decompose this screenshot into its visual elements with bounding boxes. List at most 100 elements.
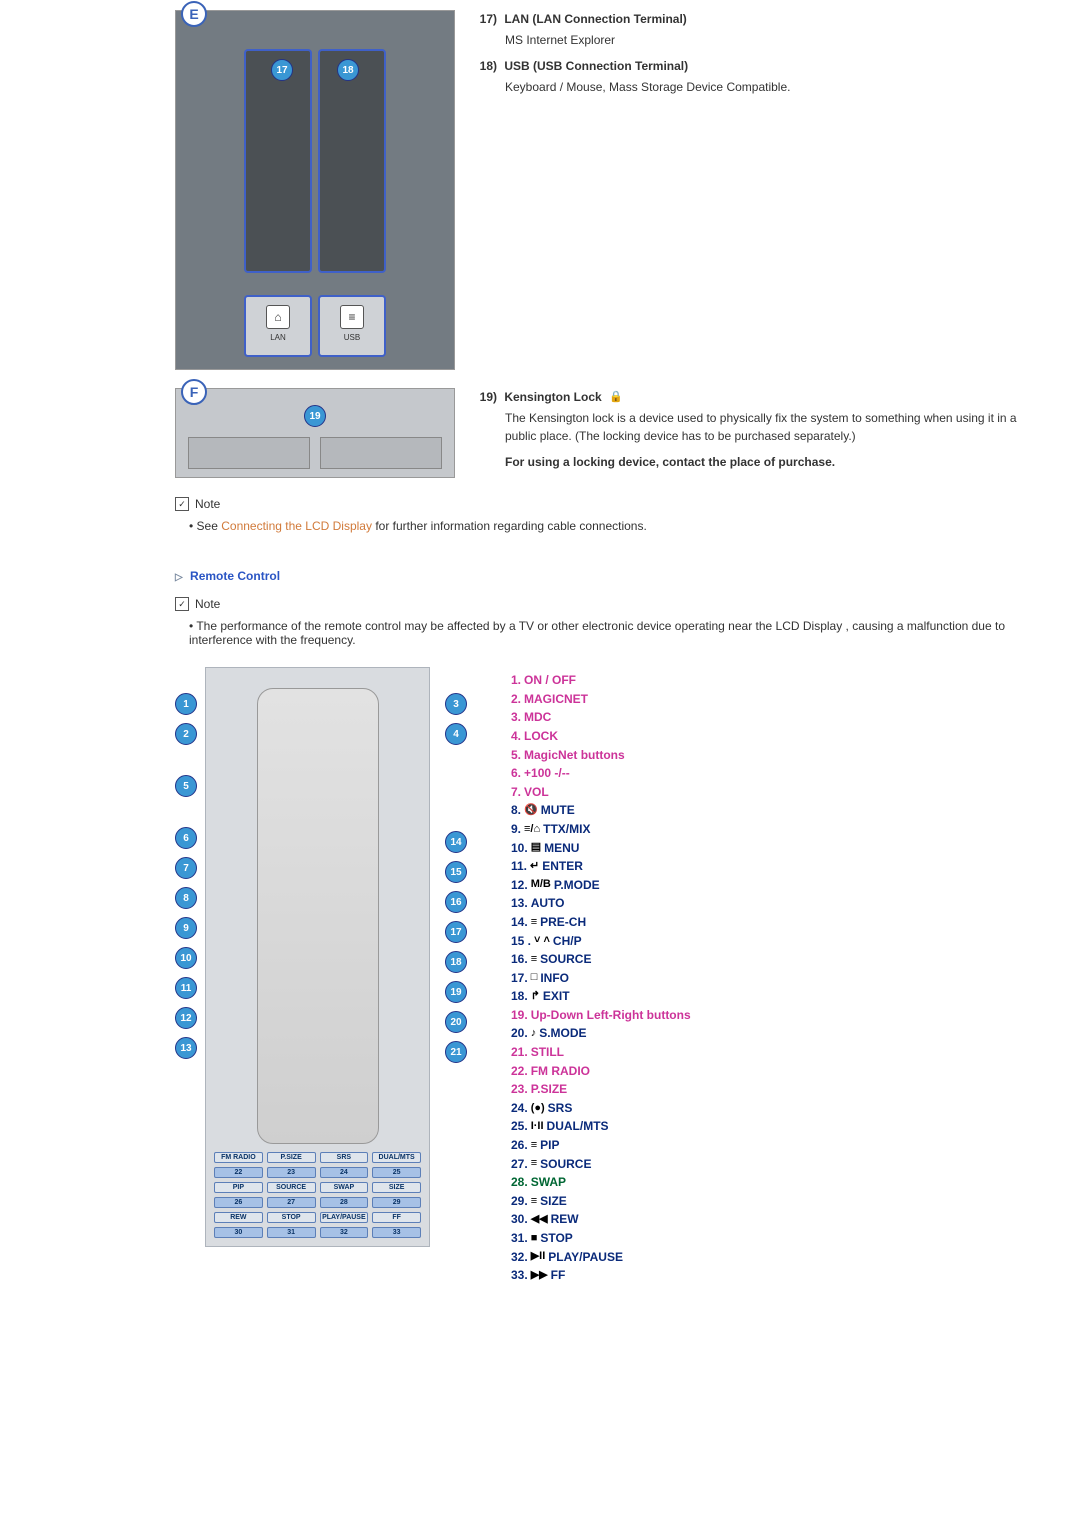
rb-num: 22 [214, 1167, 263, 1178]
remote-list-item[interactable]: 16.≡ SOURCE [511, 950, 1020, 969]
callout-bub: 18 [445, 951, 467, 973]
remote-item-text: ENTER [542, 857, 583, 876]
remote-item-icon: I·II [531, 1118, 544, 1135]
remote-item-text: EXIT [543, 987, 570, 1006]
remote-list-item[interactable]: 33.▶▶ FF [511, 1266, 1020, 1285]
remote-item-icon: ≡ [531, 1193, 537, 1210]
callout-bub: 7 [175, 857, 197, 879]
right-callouts: 3 4 14 15 16 17 18 19 20 21 [445, 667, 467, 1285]
remote-list-item[interactable]: 21. STILL [511, 1043, 1020, 1062]
term-18-title: USB (USB Connection Terminal) [504, 59, 688, 73]
remote-list-item[interactable]: 24.(●) SRS [511, 1099, 1020, 1118]
rb-label: DUAL/MTS [372, 1152, 421, 1163]
remote-item-icon: ▶▶ [531, 1267, 548, 1284]
remote-list-item[interactable]: 29.≡ SIZE [511, 1192, 1020, 1211]
remote-list-item[interactable]: 13. AUTO [511, 894, 1020, 913]
remote-list-item[interactable]: 10.▤ MENU [511, 839, 1020, 858]
rb-num: 26 [214, 1197, 263, 1208]
usb-icon: ≡ [340, 305, 364, 329]
lan-icon: ⌂ [266, 305, 290, 329]
remote-list-item[interactable]: 20.♪ S.MODE [511, 1024, 1020, 1043]
remote-item-num: 24. [511, 1099, 528, 1118]
remote-item-num: 14. [511, 913, 528, 932]
remote-list-item[interactable]: 3. MDC [511, 708, 1020, 727]
remote-item-icon: M/B [531, 876, 551, 893]
remote-item-text: Up-Down Left-Right buttons [531, 1006, 691, 1025]
term-18-desc: Keyboard / Mouse, Mass Storage Device Co… [505, 78, 1020, 96]
remote-item-text: SOURCE [540, 950, 591, 969]
remote-list-item[interactable]: 5. MagicNet buttons [511, 746, 1020, 765]
remote-list-col: 1. ON / OFF2. MAGICNET3. MDC4. LOCK5. Ma… [467, 667, 1020, 1285]
f-slot-2 [320, 437, 442, 469]
note-2-label: Note [195, 597, 220, 611]
remote-item-icon: ≡ [531, 914, 537, 931]
callout-bub: 2 [175, 723, 197, 745]
remote-item-text: MAGICNET [524, 690, 588, 709]
remote-item-icon: ♪ [531, 1025, 537, 1042]
remote-list-item[interactable]: 14.≡ PRE-CH [511, 913, 1020, 932]
rb-num: 25 [372, 1167, 421, 1178]
remote-item-icon: 🔇 [524, 802, 538, 819]
callout-bub: 12 [175, 1007, 197, 1029]
remote-list-item[interactable]: 31.■ STOP [511, 1229, 1020, 1248]
remote-list-item[interactable]: 19. Up-Down Left-Right buttons [511, 1006, 1020, 1025]
remote-list-item[interactable]: 27.≡ SOURCE [511, 1155, 1020, 1174]
term-19-bold: For using a locking device, contact the … [505, 453, 1020, 471]
term-17-num: 17) [475, 10, 497, 29]
remote-list-item[interactable]: 15 .˅ ˄ CH/P [511, 932, 1020, 951]
remote-list-item[interactable]: 9.≡/⌂ TTX/MIX [511, 820, 1020, 839]
remote-list-item[interactable]: 2. MAGICNET [511, 690, 1020, 709]
remote-list-item[interactable]: 6. +100 -/-- [511, 764, 1020, 783]
remote-list-item[interactable]: 11.↵ ENTER [511, 857, 1020, 876]
section-letter-e: E [181, 1, 207, 27]
remote-list-item[interactable]: 17.□ INFO [511, 969, 1020, 988]
remote-list-item[interactable]: 22. FM RADIO [511, 1062, 1020, 1081]
remote-item-text: SIZE [540, 1192, 567, 1211]
note-1-label: Note [195, 497, 220, 511]
remote-list-item[interactable]: 12.M/B P.MODE [511, 876, 1020, 895]
remote-item-num: 11. [511, 857, 527, 876]
remote-item-icon: ≡ [531, 951, 537, 968]
remote-item-num: 1. [511, 671, 521, 690]
note-1-link[interactable]: Connecting the LCD Display [221, 519, 372, 533]
remote-list-item[interactable]: 7. VOL [511, 783, 1020, 802]
remote-item-num: 28. [511, 1173, 528, 1192]
remote-list-item[interactable]: 28. SWAP [511, 1173, 1020, 1192]
remote-item-icon: ■ [531, 1230, 538, 1247]
remote-list-item[interactable]: 23. P.SIZE [511, 1080, 1020, 1099]
remote-list-item[interactable]: 25.I·II DUAL/MTS [511, 1117, 1020, 1136]
term-19-num: 19) [475, 388, 497, 407]
remote-list-item[interactable]: 18.↱ EXIT [511, 987, 1020, 1006]
term-19-desc: The Kensington lock is a device used to … [505, 409, 1020, 445]
remote-item-text: DUAL/MTS [547, 1117, 609, 1136]
rb-num: 31 [267, 1227, 316, 1238]
remote-item-text: REW [551, 1210, 579, 1229]
remote-list-item[interactable]: 32.▶II PLAY/PAUSE [511, 1248, 1020, 1267]
rb-label: SIZE [372, 1182, 421, 1193]
remote-list-item[interactable]: 4. LOCK [511, 727, 1020, 746]
rb-num: 28 [320, 1197, 369, 1208]
remote-item-num: 25. [511, 1117, 528, 1136]
section-f-row: F 19 19) Kensington Lock 🔒 The Kensingto… [175, 388, 1020, 479]
remote-list-item[interactable]: 26.≡ PIP [511, 1136, 1020, 1155]
callout-bub: 16 [445, 891, 467, 913]
remote-item-icon: ▤ [531, 839, 541, 856]
remote-item-text: TTX/MIX [543, 820, 590, 839]
left-callouts: 1 2 5 6 7 8 9 10 11 12 13 [175, 667, 197, 1285]
remote-control-header: ▷ Remote Control [175, 569, 1020, 583]
term-18-num: 18) [475, 57, 497, 76]
remote-item-icon: □ [531, 969, 538, 986]
rb-label: P.SIZE [267, 1152, 316, 1163]
section-f-image-col: F 19 [175, 388, 455, 478]
remote-list-item[interactable]: 8.🔇 MUTE [511, 801, 1020, 820]
remote-list-item[interactable]: 30.◀◀ REW [511, 1210, 1020, 1229]
remote-item-num: 3. [511, 708, 521, 727]
remote-list-item[interactable]: 1. ON / OFF [511, 671, 1020, 690]
remote-item-icon: (●) [531, 1100, 545, 1117]
callout-bub: 11 [175, 977, 197, 999]
callout-bub: 6 [175, 827, 197, 849]
section-e-image: E 17 18 ⌂ LAN ≡ USB [175, 10, 455, 370]
remote-image-col: FM RADIO P.SIZE SRS DUAL/MTS 22 23 24 25… [197, 667, 445, 1285]
remote-item-num: 5. [511, 746, 521, 765]
remote-item-text: MDC [524, 708, 551, 727]
